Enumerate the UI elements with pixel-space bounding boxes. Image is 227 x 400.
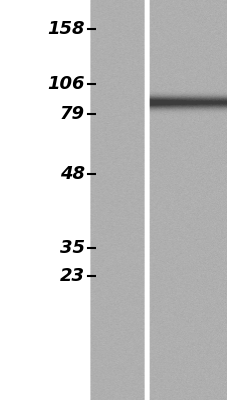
Text: 106: 106: [47, 75, 84, 93]
Text: 23: 23: [59, 267, 84, 285]
Text: 158: 158: [47, 20, 84, 38]
Text: 79: 79: [59, 105, 84, 123]
Text: 35: 35: [59, 239, 84, 257]
Text: 48: 48: [59, 165, 84, 183]
